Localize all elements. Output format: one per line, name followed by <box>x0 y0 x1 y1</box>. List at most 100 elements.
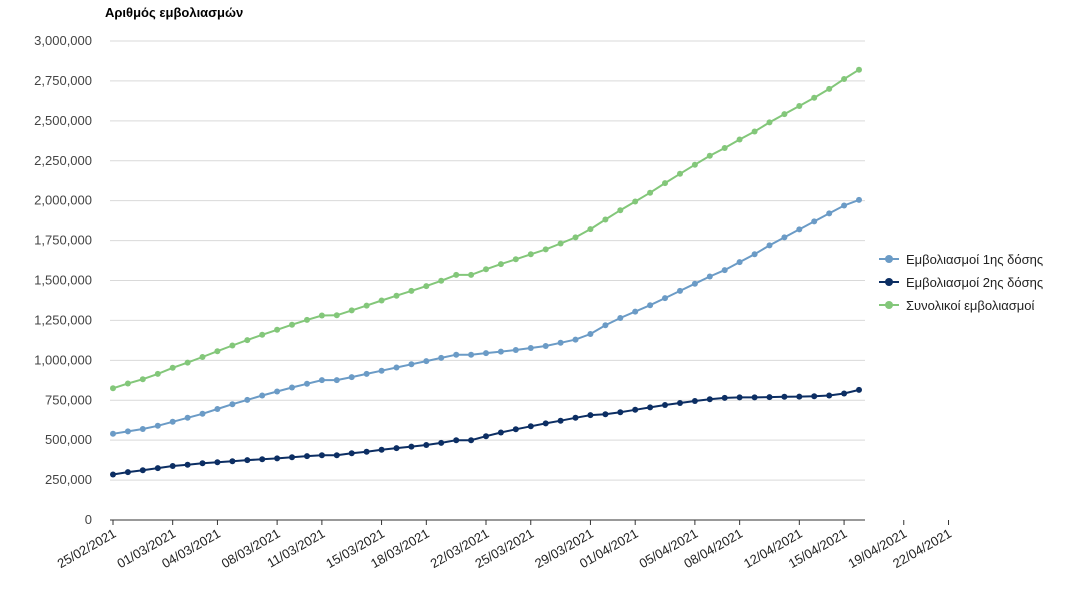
data-point <box>363 302 370 309</box>
data-point <box>139 426 146 432</box>
y-tick-label: 1,500,000 <box>34 273 92 288</box>
chart-title: Αριθμός εμβολιασμών <box>105 5 244 20</box>
data-point <box>199 460 206 467</box>
data-point <box>677 400 683 406</box>
data-point <box>721 267 728 274</box>
series-line <box>112 198 860 435</box>
data-point <box>304 316 310 323</box>
data-point <box>259 392 266 399</box>
data-point <box>811 94 818 101</box>
data-point <box>572 414 579 421</box>
data-point <box>423 358 430 365</box>
legend-item: Εμβολιασμοί 2ης δόσης <box>878 271 1043 293</box>
data-point <box>811 218 818 225</box>
data-point <box>483 350 489 357</box>
series-group <box>110 66 862 478</box>
data-point <box>677 170 683 177</box>
data-point <box>453 271 460 278</box>
data-point <box>542 420 549 427</box>
data-point <box>199 410 206 417</box>
data-point <box>378 367 385 374</box>
data-point <box>483 266 489 273</box>
data-point <box>766 242 773 249</box>
data-point <box>274 326 281 333</box>
x-tick-label: 25/02/2021 <box>55 526 119 572</box>
data-point <box>557 339 564 346</box>
data-point <box>423 283 430 290</box>
series-line <box>112 388 860 476</box>
data-point <box>423 442 430 448</box>
legend-swatch <box>878 299 900 311</box>
data-point <box>244 337 251 344</box>
data-point <box>632 308 639 315</box>
data-point <box>557 417 564 424</box>
data-point <box>841 390 848 397</box>
data-point <box>736 136 743 143</box>
y-tick-label: 3,000,000 <box>34 33 92 48</box>
y-tick-label: 1,000,000 <box>34 352 92 367</box>
data-point <box>781 393 788 400</box>
data-point <box>632 198 639 205</box>
data-point <box>154 465 161 472</box>
y-tick-label: 2,750,000 <box>34 73 92 88</box>
legend-swatch <box>878 276 900 288</box>
data-point <box>333 377 340 384</box>
data-point <box>274 388 281 395</box>
data-point <box>662 295 668 302</box>
data-point <box>736 259 743 266</box>
data-point <box>647 302 654 309</box>
data-point <box>572 234 579 241</box>
legend-label: Εμβολιασμοί 1ης δόσης <box>906 251 1044 267</box>
data-point <box>244 457 251 464</box>
data-point <box>617 315 624 321</box>
data-point <box>706 273 713 280</box>
y-tick-label: 1,750,000 <box>34 233 92 248</box>
data-point <box>318 452 325 459</box>
data-point <box>691 398 698 404</box>
y-tick-label: 250,000 <box>45 472 92 487</box>
data-point <box>378 446 385 453</box>
data-point <box>453 351 460 358</box>
data-point <box>841 76 848 82</box>
data-point <box>542 246 549 253</box>
x-axis: 25/02/202101/03/202104/03/202108/03/2021… <box>55 520 954 571</box>
data-point <box>781 234 788 241</box>
data-point <box>169 364 176 371</box>
data-point <box>766 394 773 401</box>
y-tick-label: 2,500,000 <box>34 113 92 128</box>
data-point <box>333 312 340 319</box>
data-point <box>796 226 803 233</box>
data-point <box>363 448 370 455</box>
data-point <box>259 331 266 338</box>
series-2 <box>110 386 862 478</box>
data-point <box>691 280 698 287</box>
data-point <box>393 364 400 371</box>
data-point <box>169 418 176 425</box>
data-point <box>110 471 116 478</box>
data-point <box>647 404 654 411</box>
data-point <box>438 277 445 284</box>
data-point <box>826 392 833 399</box>
data-point <box>662 180 668 187</box>
data-point <box>512 426 519 433</box>
legend-swatch <box>878 253 900 265</box>
data-point <box>229 458 236 465</box>
data-point <box>348 450 355 457</box>
data-point <box>110 430 116 437</box>
data-point <box>691 161 698 168</box>
legend-label: Εμβολιασμοί 2ης δόσης <box>906 274 1044 290</box>
data-point <box>826 210 833 217</box>
data-point <box>527 423 534 430</box>
data-point <box>408 361 415 368</box>
data-point <box>214 406 221 412</box>
data-point <box>154 370 161 377</box>
data-point <box>289 454 295 461</box>
data-point <box>289 384 295 391</box>
data-point <box>483 433 489 440</box>
y-tick-label: 0 <box>85 512 92 527</box>
series-line <box>112 68 860 390</box>
data-point <box>184 359 191 366</box>
data-point <box>617 409 624 416</box>
data-point <box>393 445 400 452</box>
